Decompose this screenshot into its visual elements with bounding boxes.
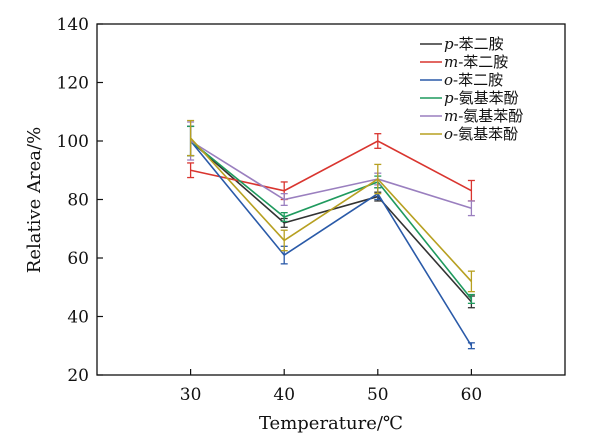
legend-suffix: -苯二胺 <box>453 71 503 89</box>
series-1 <box>187 133 475 202</box>
ticks: 30 40 50 60 20 40 60 80 100 120 140 <box>57 15 483 405</box>
legend-suffix: -苯二胺 <box>454 35 504 53</box>
legend-prefix: p <box>444 89 454 107</box>
legend-suffix: -氨基苯酚 <box>453 125 518 143</box>
legend-item: m-苯二胺 <box>420 53 508 71</box>
legend-label: o-苯二胺 <box>444 71 503 89</box>
legend-label: m-苯二胺 <box>444 53 508 71</box>
y-tick-label: 140 <box>57 15 89 35</box>
series-line <box>190 137 472 282</box>
y-tick-label: 60 <box>67 249 89 269</box>
series-layer <box>187 119 475 350</box>
legend-prefix: m <box>444 107 458 125</box>
series-line <box>190 140 473 300</box>
legend-prefix: o <box>444 125 453 143</box>
y-tick-label: 40 <box>67 308 89 328</box>
legend-suffix: -氨基苯酚 <box>458 107 523 125</box>
legend-prefix: p <box>444 35 454 53</box>
legend-item: o-氨基苯酚 <box>420 125 518 143</box>
legend-item: p-氨基苯酚 <box>420 89 519 107</box>
series-5 <box>187 119 475 293</box>
y-axis-title: Relative Area/% <box>24 127 45 273</box>
legend-prefix: m <box>444 53 458 71</box>
y-tick-label: 20 <box>67 366 89 386</box>
legend-label: p-苯二胺 <box>444 35 504 53</box>
legend-label: o-氨基苯酚 <box>444 125 518 143</box>
y-tick-label: 120 <box>57 74 89 94</box>
y-tick-label: 80 <box>67 191 89 211</box>
legend-item: p-苯二胺 <box>420 35 504 53</box>
legend-suffix: -苯二胺 <box>458 53 508 71</box>
series-line <box>190 140 472 192</box>
series-line <box>189 140 473 347</box>
x-axis-title: Temperature/℃ <box>259 413 403 434</box>
legend-item: o-苯二胺 <box>420 71 503 89</box>
series-3 <box>187 125 475 304</box>
y-tick-label: 100 <box>57 132 89 152</box>
x-tick-label: 40 <box>273 385 295 405</box>
x-tick-label: 30 <box>180 385 202 405</box>
series-line <box>190 140 472 210</box>
legend-suffix: -氨基苯酚 <box>454 89 519 107</box>
legend-item: m-氨基苯酚 <box>420 107 523 125</box>
x-tick-label: 60 <box>461 385 483 405</box>
legend-label: m-氨基苯酚 <box>444 107 523 125</box>
x-tick-label: 50 <box>367 385 389 405</box>
legend-label: p-氨基苯酚 <box>444 89 519 107</box>
legend-prefix: o <box>444 71 453 89</box>
